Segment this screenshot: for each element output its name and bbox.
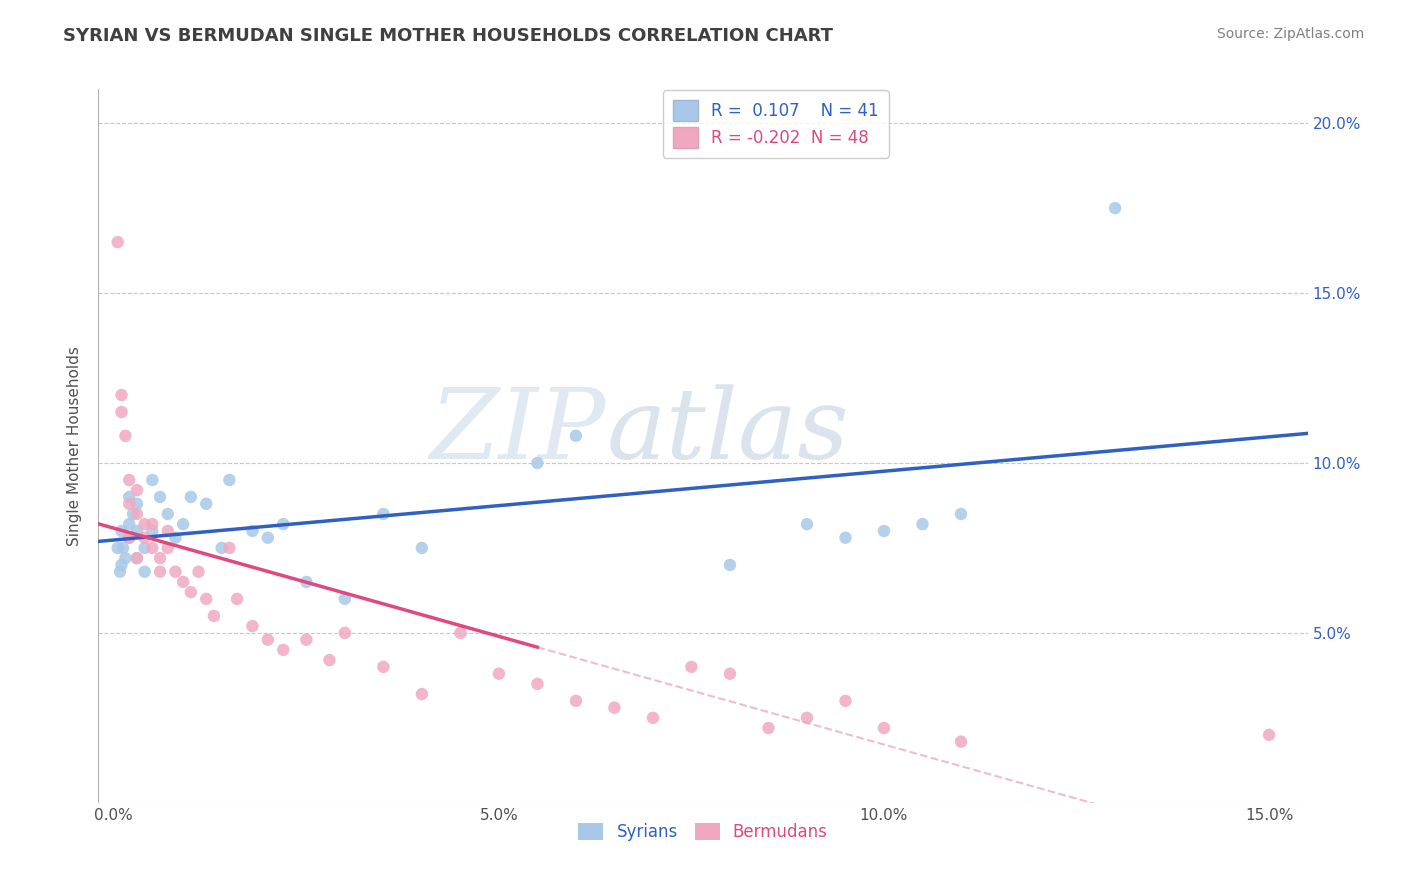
Point xyxy=(141,517,163,532)
Point xyxy=(187,565,209,579)
Point xyxy=(333,591,356,606)
Point xyxy=(411,687,433,701)
Point xyxy=(195,497,218,511)
Point xyxy=(834,694,856,708)
Point xyxy=(873,721,896,735)
Point xyxy=(211,541,233,555)
Point xyxy=(134,541,156,555)
Point xyxy=(1104,201,1126,215)
Point xyxy=(125,507,148,521)
Point xyxy=(156,507,179,521)
Point xyxy=(134,531,156,545)
Point xyxy=(1258,728,1281,742)
Point xyxy=(172,517,194,532)
Point xyxy=(373,660,395,674)
Point xyxy=(911,517,934,532)
Point xyxy=(134,565,156,579)
Point xyxy=(114,551,136,566)
Point xyxy=(118,497,141,511)
Point xyxy=(834,531,856,545)
Point xyxy=(257,632,280,647)
Point xyxy=(110,524,132,538)
Point xyxy=(114,429,136,443)
Point xyxy=(950,507,973,521)
Point xyxy=(488,666,510,681)
Point xyxy=(180,490,202,504)
Legend: Syrians, Bermudans: Syrians, Bermudans xyxy=(572,816,834,848)
Point xyxy=(373,507,395,521)
Point xyxy=(125,483,148,498)
Point xyxy=(110,388,132,402)
Point xyxy=(295,632,318,647)
Y-axis label: Single Mother Households: Single Mother Households xyxy=(67,346,83,546)
Point xyxy=(796,517,818,532)
Point xyxy=(149,490,172,504)
Point xyxy=(112,541,135,555)
Point xyxy=(641,711,664,725)
Point xyxy=(110,405,132,419)
Text: SYRIAN VS BERMUDAN SINGLE MOTHER HOUSEHOLDS CORRELATION CHART: SYRIAN VS BERMUDAN SINGLE MOTHER HOUSEHO… xyxy=(63,27,834,45)
Point xyxy=(122,507,145,521)
Point xyxy=(526,456,548,470)
Point xyxy=(758,721,780,735)
Point xyxy=(411,541,433,555)
Point xyxy=(107,541,129,555)
Point xyxy=(718,558,741,572)
Point xyxy=(242,619,264,633)
Point xyxy=(156,541,179,555)
Point xyxy=(271,517,294,532)
Point xyxy=(125,551,148,566)
Point xyxy=(718,666,741,681)
Text: Source: ZipAtlas.com: Source: ZipAtlas.com xyxy=(1216,27,1364,41)
Point xyxy=(295,574,318,589)
Point xyxy=(149,551,172,566)
Point xyxy=(118,517,141,532)
Point xyxy=(118,531,141,545)
Point xyxy=(195,591,218,606)
Point xyxy=(271,643,294,657)
Point xyxy=(165,565,187,579)
Point xyxy=(242,524,264,538)
Point xyxy=(118,490,141,504)
Point xyxy=(118,473,141,487)
Point xyxy=(118,531,141,545)
Point xyxy=(156,524,179,538)
Point xyxy=(125,524,148,538)
Point xyxy=(149,565,172,579)
Point xyxy=(125,551,148,566)
Point xyxy=(141,473,163,487)
Point xyxy=(202,608,225,623)
Point xyxy=(333,626,356,640)
Point xyxy=(603,700,626,714)
Point xyxy=(107,235,129,249)
Point xyxy=(180,585,202,599)
Point xyxy=(681,660,703,674)
Text: atlas: atlas xyxy=(606,384,849,479)
Point xyxy=(796,711,818,725)
Point xyxy=(950,734,973,748)
Point xyxy=(141,541,163,555)
Point xyxy=(449,626,471,640)
Text: ZIP: ZIP xyxy=(430,384,606,479)
Point xyxy=(218,473,240,487)
Point xyxy=(125,497,148,511)
Point xyxy=(873,524,896,538)
Point xyxy=(165,531,187,545)
Point xyxy=(141,524,163,538)
Point xyxy=(134,517,156,532)
Point xyxy=(226,591,249,606)
Point xyxy=(218,541,240,555)
Point xyxy=(526,677,548,691)
Point xyxy=(257,531,280,545)
Point xyxy=(565,694,588,708)
Point xyxy=(318,653,340,667)
Point xyxy=(110,558,132,572)
Point xyxy=(565,429,588,443)
Point xyxy=(172,574,194,589)
Point xyxy=(108,565,131,579)
